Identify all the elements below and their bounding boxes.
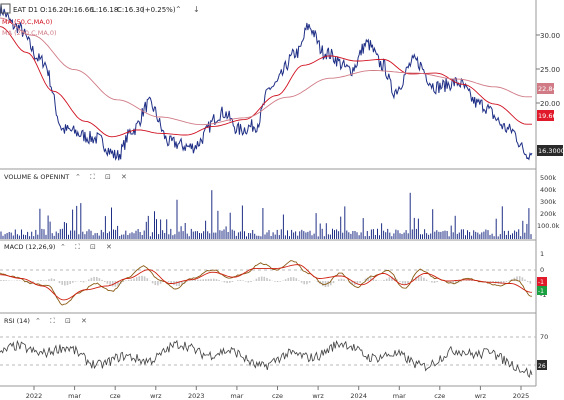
- time-axis: 2022 mar cze wrz 2023 mar cze wrz 2024 mar cze wrz 2…: [26, 386, 530, 400]
- price-tick-30: 30.00: [540, 32, 560, 40]
- macd-tick-1: 1: [540, 250, 544, 258]
- arrow-down-icon[interactable]: ↓: [193, 5, 200, 14]
- price-line: [0, 3, 533, 161]
- time-tick-label: cze: [434, 392, 445, 400]
- minimize-icon[interactable]: ⊡: [105, 173, 111, 181]
- time-tick-label: mar: [393, 392, 406, 400]
- chevron-up-icon[interactable]: ⌃: [35, 317, 41, 325]
- close-value: C:16.30: [117, 6, 144, 14]
- chevron-up-icon[interactable]: ⌃: [75, 173, 81, 181]
- change-value: (+0.25%): [142, 6, 176, 14]
- chevron-up-icon[interactable]: ⌃: [175, 5, 182, 14]
- volume-tick-500k: 500k: [540, 174, 556, 182]
- maximize-icon[interactable]: ⛶: [90, 173, 95, 181]
- volume-title: VOLUME & OPENINT: [4, 173, 69, 181]
- macd-badge-value: -1: [537, 286, 547, 295]
- macd-title: MACD (12,26,9): [4, 243, 55, 251]
- ma50-label: MA (50,C,MA,0): [2, 18, 52, 26]
- time-tick-label: 2025: [513, 392, 530, 400]
- time-tick-label: 2022: [26, 392, 43, 400]
- time-tick-label: cze: [272, 392, 283, 400]
- volume-tick-400k: 400k: [540, 186, 556, 194]
- time-tick-label: mar: [68, 392, 81, 400]
- chevron-up-icon[interactable]: ⌃: [60, 243, 66, 251]
- high-value: H:16.66: [66, 6, 94, 14]
- price-header: EAT D1 O:16.20 H:16.66 L:16.18 C:16.30 (…: [0, 3, 200, 37]
- time-tick-label: wrz: [312, 392, 324, 400]
- svg-text:16.3000: 16.3000: [538, 147, 564, 155]
- macd-header: MACD (12,26,9) ⌃ ⛶ ⊡ ✕: [4, 243, 112, 251]
- time-tick-label: cze: [110, 392, 121, 400]
- svg-text:22.84: 22.84: [538, 85, 557, 93]
- rsi-line: [0, 339, 533, 379]
- price-tick-20: 20.00: [540, 100, 560, 108]
- maximize-icon[interactable]: ⛶: [75, 243, 80, 251]
- time-tick-label: 2023: [188, 392, 205, 400]
- time-tick-label: wrz: [475, 392, 487, 400]
- rsi-axis: 70: [540, 333, 548, 341]
- time-tick-label: mar: [230, 392, 243, 400]
- volume-axis: 500k 400k 300k 200k 100.0k: [537, 174, 560, 230]
- close-icon[interactable]: ✕: [81, 317, 87, 325]
- rsi-tick-70: 70: [540, 333, 548, 341]
- ma200-line: [0, 17, 532, 126]
- macd-line: [0, 260, 533, 306]
- price-axis: 30.00 25.00 20.00: [536, 32, 560, 108]
- rsi-title: RSI (14): [4, 317, 30, 325]
- svg-text:19.66: 19.66: [538, 112, 557, 120]
- svg-text:-1: -1: [538, 279, 544, 286]
- ma50-badge: 19.66: [537, 110, 557, 121]
- low-value: L:16.18: [92, 6, 118, 14]
- volume-tick-100k: 100.0k: [537, 222, 560, 230]
- volume-tick-300k: 300k: [540, 198, 556, 206]
- macd-badge-signal: -1: [537, 277, 547, 286]
- svg-text:26: 26: [538, 363, 546, 370]
- ma200-label: MA (200,C,MA,0): [2, 29, 57, 37]
- time-tick-label: 2024: [350, 392, 367, 400]
- open-value: O:16.20: [40, 6, 68, 14]
- minimize-icon[interactable]: ⊡: [90, 243, 96, 251]
- volume-header: VOLUME & OPENINT ⌃ ⛶ ⊡ ✕: [4, 173, 127, 181]
- macd-tick-0: 0: [540, 266, 544, 274]
- symbol-label: EAT D1: [13, 6, 38, 14]
- minimize-icon[interactable]: ⊡: [65, 317, 71, 325]
- ma50-line: [0, 26, 532, 138]
- svg-text:-1: -1: [538, 288, 544, 295]
- series-lines: [0, 3, 533, 379]
- price-badge: 16.3000: [537, 145, 564, 156]
- maximize-icon[interactable]: ⛶: [50, 317, 55, 325]
- ma200-badge: 22.84: [537, 83, 557, 94]
- price-tick-25: 25.00: [540, 66, 560, 74]
- close-icon[interactable]: ✕: [106, 243, 112, 251]
- time-tick-label: wrz: [150, 392, 162, 400]
- expand-icon[interactable]: [0, 3, 11, 14]
- volume-tick-200k: 200k: [540, 210, 556, 218]
- signal-line: [0, 264, 533, 301]
- rsi-header: RSI (14) ⌃ ⛶ ⊡ ✕: [4, 317, 87, 325]
- rsi-badge: 26: [537, 360, 547, 370]
- volume-bars: [0, 190, 532, 239]
- close-icon[interactable]: ✕: [121, 173, 127, 181]
